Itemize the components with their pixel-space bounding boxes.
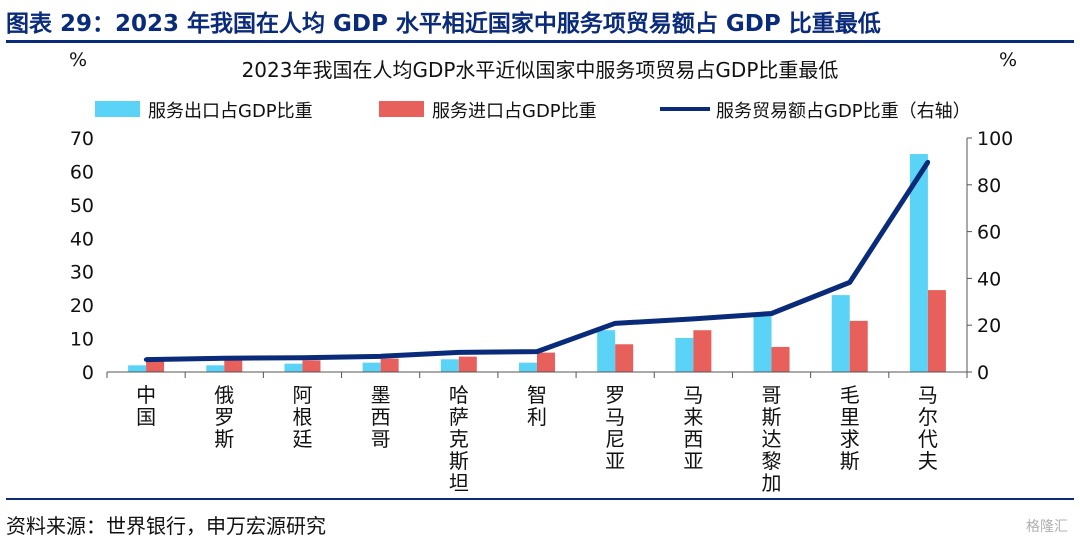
category-label: 俄罗斯 [214, 383, 234, 451]
right-axis: 0 20 40 60 80 100 [966, 128, 1013, 384]
legend-label-export: 服务出口占GDP比重 [148, 101, 313, 122]
export-bar [362, 362, 381, 372]
category-label: 马尔代夫 [918, 383, 938, 473]
left-tick-label: 30 [70, 262, 94, 284]
total-trade-point [456, 350, 462, 355]
legend-swatch-export [95, 101, 140, 117]
export-bar [440, 359, 459, 372]
page-title: 图表 29：2023 年我国在人均 GDP 水平相近国家中服务项贸易额占 GDP… [6, 11, 881, 37]
export-bar [597, 330, 616, 372]
watermark: 格隆汇 [1026, 519, 1068, 535]
right-tick-label: 0 [977, 362, 989, 384]
category-label: 墨西哥 [371, 383, 391, 451]
category-label: 中国 [136, 383, 156, 429]
total-trade-point [847, 280, 852, 285]
import-bars [146, 290, 946, 372]
left-tick-label: 40 [70, 228, 94, 250]
import-bar [771, 346, 790, 372]
category-label: 马来西亚 [683, 383, 703, 473]
left-axis: 0 10 20 30 40 50 60 70 [70, 128, 94, 384]
import-bar [224, 360, 243, 372]
left-tick-label: 20 [70, 295, 94, 317]
legend: 服务出口占GDP比重 服务进口占GDP比重 服务贸易额占GDP比重（右轴） [95, 101, 971, 122]
title-rule [6, 40, 1074, 43]
total-trade-line [143, 159, 931, 363]
total-trade-point [534, 349, 540, 354]
left-tick-label: 50 [70, 195, 94, 217]
right-tick-label: 100 [977, 128, 1013, 150]
category-label: 毛里求斯 [840, 383, 860, 473]
left-axis-unit: % [69, 49, 87, 71]
right-tick-label: 40 [977, 268, 1001, 290]
import-bar [693, 330, 712, 372]
total-trade-polyline [146, 160, 931, 363]
x-axis [106, 371, 968, 378]
right-tick-label: 60 [977, 222, 1001, 244]
legend-label-import: 服务进口占GDP比重 [432, 101, 597, 122]
legend-label-total: 服务贸易额占GDP比重（右轴） [716, 101, 971, 122]
export-bar [831, 295, 850, 372]
chart-title: 2023年我国在人均GDP水平近似国家中服务项贸易占GDP比重最低 [242, 58, 839, 82]
export-bar [284, 363, 303, 372]
import-bar [927, 290, 946, 372]
import-bar [615, 344, 634, 372]
total-trade-point [300, 355, 305, 360]
right-tick-label: 20 [977, 315, 1001, 337]
export-bar [753, 313, 772, 372]
category-label: 智利 [527, 383, 547, 429]
left-tick-label: 10 [70, 329, 94, 351]
left-tick-label: 0 [82, 362, 94, 384]
export-bar [909, 154, 928, 372]
x-axis-labels: 中国 俄罗斯 阿根廷 墨西哥 哈萨克斯坦 智利 罗马尼亚 马来西亚 哥斯达黎加 毛里求斯 马尔代夫 [136, 383, 938, 495]
total-trade-point [222, 355, 227, 361]
total-trade-point [612, 321, 618, 326]
export-bar [128, 365, 147, 372]
export-bar [675, 337, 694, 372]
import-bar [849, 320, 868, 372]
total-trade-point [925, 159, 931, 165]
right-tick-label: 80 [977, 175, 1001, 197]
legend-swatch-import [379, 101, 424, 117]
export-bar [206, 365, 225, 372]
category-label: 哥斯达黎加 [762, 383, 782, 495]
category-label: 阿根廷 [292, 383, 312, 451]
category-label: 罗马尼亚 [605, 383, 625, 473]
category-label: 哈萨克斯坦 [449, 383, 469, 495]
left-tick-label: 60 [70, 161, 94, 183]
total-trade-point [769, 311, 774, 316]
import-bar [302, 360, 321, 372]
import-bar [537, 352, 555, 372]
total-trade-point [691, 316, 696, 322]
export-bars [128, 154, 928, 372]
import-bar [458, 356, 477, 372]
left-tick-label: 70 [70, 128, 94, 150]
total-trade-point [143, 357, 149, 362]
source-rule [6, 498, 1074, 500]
total-trade-point [378, 354, 383, 359]
export-bar [519, 362, 537, 372]
import-bar [380, 358, 399, 372]
source-note: 资料来源：世界银行，申万宏源研究 [6, 514, 326, 538]
right-axis-unit: % [999, 49, 1017, 71]
import-bar [146, 360, 165, 372]
